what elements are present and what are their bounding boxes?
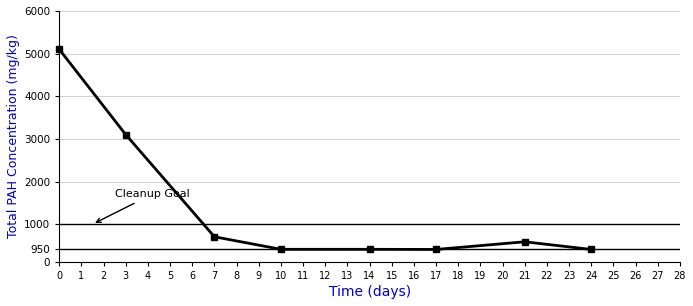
Text: Cleanup Goal: Cleanup Goal: [96, 189, 189, 222]
X-axis label: Time (days): Time (days): [328, 285, 411, 299]
Y-axis label: Total PAH Concentration (mg/kg): Total PAH Concentration (mg/kg): [7, 35, 20, 238]
